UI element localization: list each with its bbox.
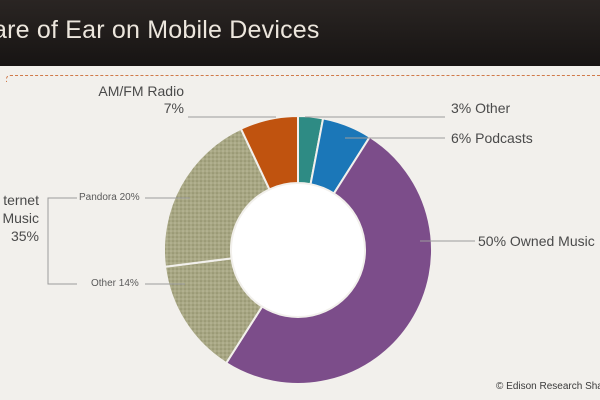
group-bracket bbox=[47, 197, 77, 285]
internet-label-line2: Music bbox=[2, 210, 39, 226]
pandora-label: Pandora 20% bbox=[79, 192, 140, 203]
title-bar: are of Ear on Mobile Devices bbox=[0, 0, 600, 66]
internet-percent: 35% bbox=[10, 228, 39, 244]
slice-owned-music bbox=[224, 135, 433, 385]
podcasts-label: 6% Podcasts bbox=[451, 130, 533, 146]
slice-pandora bbox=[163, 127, 271, 268]
dashed-divider bbox=[10, 75, 600, 76]
copyright: © Edison Research Share bbox=[496, 381, 600, 392]
leader-lines bbox=[47, 116, 475, 285]
slice-amfm bbox=[239, 114, 299, 191]
donut-slices bbox=[163, 114, 433, 385]
other-label: 3% Other bbox=[451, 100, 511, 116]
internet-label-line1: ternet bbox=[3, 192, 39, 208]
slide-title: are of Ear on Mobile Devices bbox=[0, 16, 320, 44]
amfm-percent: 7% bbox=[163, 100, 184, 116]
other-internet-label: Other 14% bbox=[91, 278, 139, 289]
amfm-label: AM/FM Radio bbox=[98, 83, 184, 99]
owned-music-label: 50% Owned Music bbox=[478, 233, 595, 249]
donut-hole bbox=[232, 184, 364, 316]
